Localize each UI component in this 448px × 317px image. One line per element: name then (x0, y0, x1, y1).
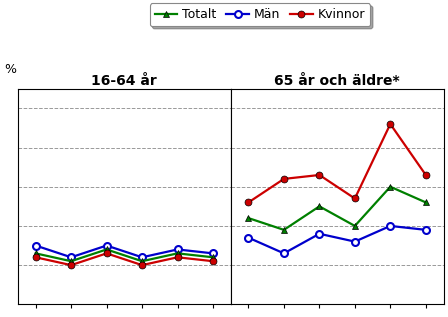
Män (210, 251, 215, 255)
Kvinnor (175, 256, 180, 259)
Män (281, 251, 287, 255)
Män (317, 232, 322, 236)
Män (352, 240, 358, 243)
Män (388, 224, 393, 228)
Män (139, 256, 145, 259)
Totalt (69, 259, 74, 263)
Totalt (175, 251, 180, 255)
Män (423, 228, 428, 232)
Totalt (210, 256, 215, 259)
Line: Män: Män (245, 223, 429, 257)
Line: Kvinnor: Kvinnor (245, 120, 429, 206)
Kvinnor (69, 263, 74, 267)
Totalt (104, 248, 109, 251)
Män (175, 248, 180, 251)
Kvinnor (423, 173, 428, 177)
Totalt (246, 216, 251, 220)
Män (69, 256, 74, 259)
Kvinnor (210, 259, 215, 263)
Totalt (352, 224, 358, 228)
Kvinnor (388, 122, 393, 126)
Män (33, 244, 39, 248)
Kvinnor (317, 173, 322, 177)
Kvinnor (33, 256, 39, 259)
Kvinnor (352, 197, 358, 200)
Line: Kvinnor: Kvinnor (32, 250, 216, 268)
Kvinnor (246, 201, 251, 204)
Legend: Totalt, Män, Kvinnor: Totalt, Män, Kvinnor (150, 3, 370, 26)
Line: Totalt: Totalt (32, 246, 216, 265)
Män (246, 236, 251, 240)
Totalt (423, 201, 428, 204)
Totalt (139, 259, 145, 263)
Kvinnor (139, 263, 145, 267)
Totalt (388, 185, 393, 189)
Line: Totalt: Totalt (245, 183, 429, 233)
Totalt (281, 228, 287, 232)
Text: %: % (4, 63, 17, 76)
Kvinnor (104, 251, 109, 255)
Title: 65 år och äldre*: 65 år och äldre* (274, 74, 400, 87)
Totalt (317, 204, 322, 208)
Title: 16-64 år: 16-64 år (91, 74, 157, 87)
Män (104, 244, 109, 248)
Line: Män: Män (32, 242, 216, 261)
Kvinnor (281, 177, 287, 181)
Totalt (33, 251, 39, 255)
